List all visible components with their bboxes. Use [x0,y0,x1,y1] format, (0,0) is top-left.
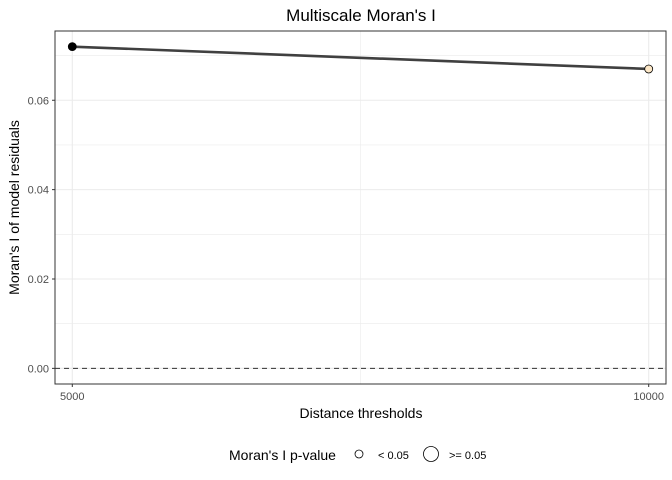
legend-label-large: >= 0.05 [449,450,486,462]
legend-label-small: < 0.05 [378,450,409,462]
data-point [67,42,77,52]
series-line [72,45,649,71]
y-axis-title: Moran's I of model residuals [6,120,22,295]
y-tick-label: 0.04 [28,185,49,197]
series-layer [67,42,654,74]
legend-key-large [423,446,439,462]
legend: Moran's I p-value < 0.05 >= 0.05 [229,446,486,463]
legend-title: Moran's I p-value [229,447,336,463]
y-tick-label: 0.06 [28,95,49,107]
x-axis-title: Distance thresholds [300,405,423,421]
data-point [644,64,654,74]
axes: 0.00 0.02 0.04 0.06 5000 10000 [28,95,664,403]
x-tick-label: 10000 [633,391,664,403]
y-tick-label: 0.00 [28,363,49,375]
panel-border [54,30,667,385]
y-tick-label: 0.02 [28,274,49,286]
chart-title: Multiscale Moran's I [286,6,436,25]
grid [55,31,666,384]
x-tick-label: 5000 [60,391,84,403]
legend-key-small [354,449,364,459]
